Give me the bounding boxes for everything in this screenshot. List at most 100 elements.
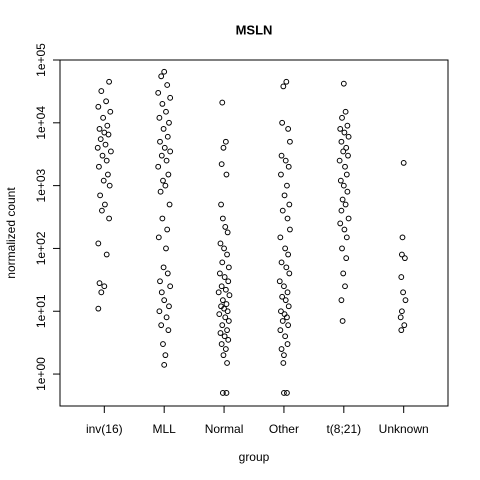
point [103,98,110,105]
point [225,318,232,324]
chart-title: MSLN [236,22,273,37]
point [102,201,108,208]
point [161,144,168,151]
point [276,278,283,285]
point [342,108,349,115]
point [401,255,408,262]
point [281,283,287,290]
point [162,352,169,359]
point [222,346,229,352]
point [216,311,223,318]
point [224,229,231,236]
point [401,322,408,329]
point [400,289,406,296]
point [280,83,287,90]
point [222,138,229,145]
point [338,138,345,145]
point [282,245,289,252]
point [163,157,170,164]
point [167,283,174,290]
point [158,152,165,159]
point [100,114,107,121]
y-tick-label: 1e+02 [34,231,48,265]
point [219,99,226,106]
point [285,322,292,329]
point [167,94,174,101]
point [221,245,227,252]
point [284,314,290,321]
point [217,240,224,247]
x-axis-label: group [239,450,270,464]
point [106,182,113,189]
point [156,114,163,121]
point [281,390,287,396]
point [217,330,224,336]
x-tick-label: MLL [153,422,177,436]
point [165,327,172,334]
point [345,215,352,222]
point [339,114,345,121]
point [98,88,105,94]
point [341,129,348,136]
point [225,278,232,285]
x-tick-label: Unknown [379,422,429,436]
point [339,245,345,252]
point [225,336,232,343]
point [216,270,223,277]
point [95,103,102,110]
point [163,314,170,321]
point [285,303,292,310]
point [343,234,350,241]
point [99,207,105,214]
point [278,308,284,315]
point [286,270,293,277]
point [220,352,227,359]
point [97,136,104,143]
y-tick-label: 1e+04 [34,106,48,140]
point [226,292,233,299]
point [285,251,292,258]
point [157,188,164,195]
point [95,305,102,312]
point [96,280,103,287]
point [337,220,344,227]
point [106,215,112,222]
point [94,144,101,151]
point [164,133,171,140]
point [103,251,110,258]
point [341,226,348,233]
y-tick-label: 1e+00 [34,357,48,391]
point [218,341,225,347]
y-axis-label: normalized count [4,187,18,279]
point [102,141,109,148]
point [160,264,167,271]
point [337,125,344,132]
x-tick-label: inv(16) [86,422,123,436]
point [283,78,290,85]
point [285,163,292,170]
point [281,352,287,359]
point [339,196,346,203]
point [100,177,107,184]
point [399,234,406,241]
point [161,68,168,75]
point [220,144,227,151]
point [340,270,347,277]
point [398,327,405,334]
point [224,308,231,315]
point [218,201,224,208]
point [104,122,111,129]
point [97,192,104,199]
point [160,177,166,184]
point [282,157,289,164]
point [164,226,171,233]
point [158,73,165,80]
point [157,138,163,145]
point [155,234,162,241]
point [155,89,162,96]
point [340,148,347,155]
point [277,234,284,241]
point [166,201,173,208]
